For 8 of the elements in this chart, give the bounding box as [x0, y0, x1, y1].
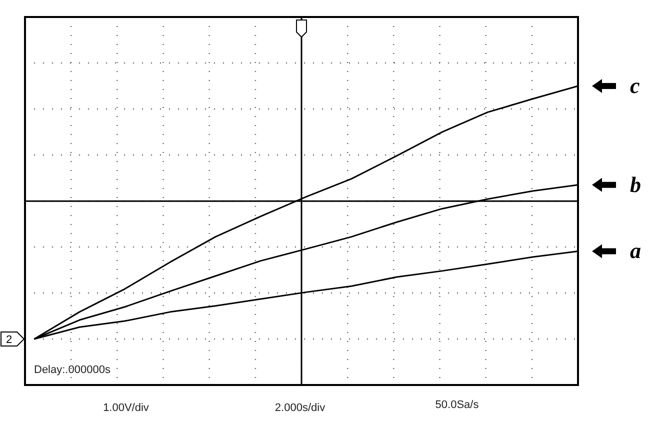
- legend-label: c: [630, 73, 640, 98]
- legend-label: a: [630, 238, 641, 264]
- text: 1.00V/div: [103, 402, 150, 414]
- legend-label: b: [630, 172, 641, 197]
- text: 2: [6, 334, 12, 346]
- text: Delay:.000000s: [34, 364, 111, 376]
- text: 2.000s/div: [274, 402, 326, 414]
- text: 50.0Sa/s: [435, 399, 480, 411]
